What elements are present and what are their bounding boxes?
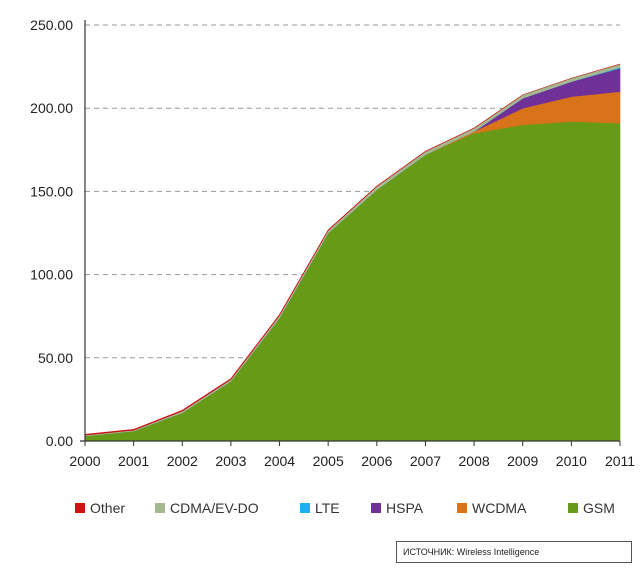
legend-swatch [300,503,310,513]
legend-item-gsm: GSM [568,500,615,516]
x-tick-label: 2008 [459,453,490,469]
y-tick-label: 50.00 [38,350,73,366]
x-tick-label: 2002 [167,453,198,469]
y-tick-label: 100.00 [30,267,73,283]
legend-label: CDMA/EV-DO [170,500,259,516]
y-tick-label: 250.00 [30,17,73,33]
legend-label: WCDMA [472,500,527,516]
legend-label: GSM [583,500,615,516]
x-tick-label: 2009 [507,453,538,469]
x-tick-label: 2010 [556,453,587,469]
x-tick-label: 2001 [118,453,149,469]
legend-swatch [457,503,467,513]
legend-label: Other [90,500,126,516]
x-tick-label: 2011 [605,453,635,469]
y-tick-label: 150.00 [30,183,73,199]
area-other [84,63,621,436]
x-tick-labels: 2000 2001 2002 2003 2004 2005 2006 2007 2008 2009… [69,453,635,469]
legend-label: LTE [315,500,340,516]
series-areas [84,63,621,442]
axes [80,20,621,446]
legend-item-other: Other [75,500,125,516]
legend-item-wcdma: WCDMA [457,500,526,516]
y-tick-label: 200.00 [30,100,73,116]
x-tick-label: 2004 [264,453,295,469]
x-tick-label: 2000 [69,453,100,469]
legend-swatch [75,503,85,513]
x-tick-label: 2003 [215,453,246,469]
x-tick-label: 2005 [313,453,344,469]
area-gsm [84,121,621,442]
legend-swatch [371,503,381,513]
x-tick-label: 2007 [410,453,441,469]
legend-item-hspa: HSPA [371,500,423,516]
legend-item-lte: LTE [300,500,340,516]
legend-label: HSPA [386,500,424,516]
legend: Other CDMA/EV-DO LTE HSPA WCDMA GSM [0,500,640,524]
legend-item-cdma-ev-do: CDMA/EV-DO [155,500,259,516]
y-tick-label: 0.00 [46,433,73,449]
x-tick-label: 2006 [361,453,392,469]
legend-swatch [568,503,578,513]
legend-swatch [155,503,165,513]
source-label: ИСТОЧНИК: Wireless Intelligence [396,541,632,563]
y-tick-labels: 0.00 50.00 100.00 150.00 200.00 250.00 [30,17,73,449]
